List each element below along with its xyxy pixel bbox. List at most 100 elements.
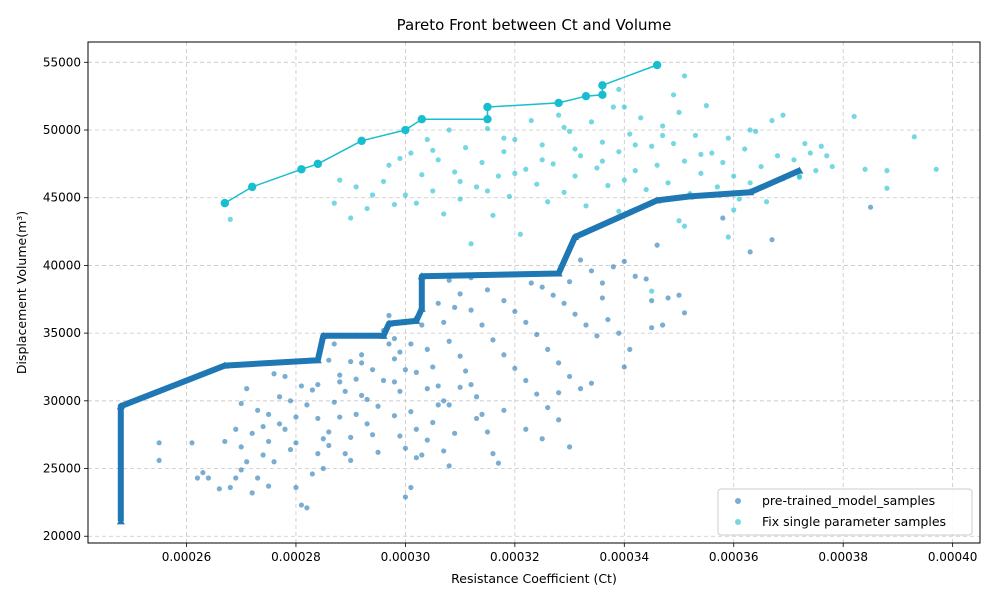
scatter-point-fix-single (698, 151, 704, 157)
pareto-point-pretrained (417, 272, 426, 280)
scatter-point-fix-single (763, 199, 770, 205)
scatter-point-fix-single (386, 162, 392, 168)
scatter-point-fix-single (758, 163, 764, 170)
scatter-point-pretrained (446, 338, 452, 344)
scatter-point-fix-single (736, 196, 742, 202)
pareto-point-pretrained (653, 196, 662, 204)
scatter-point-pretrained (238, 444, 244, 450)
scatter-point-pretrained (556, 417, 562, 423)
y-tick-label: 45000 (43, 191, 81, 205)
pareto-point-pretrained (554, 269, 563, 277)
scatter-point-pretrained (200, 469, 206, 476)
x-tick-label: 0.00028 (271, 550, 321, 564)
scatter-point-fix-single (670, 140, 677, 147)
scatter-point-fix-single (397, 155, 403, 162)
scatter-point-fix-single (643, 186, 649, 193)
scatter-point-fix-single (506, 193, 512, 199)
scatter-point-fix-single (703, 103, 709, 109)
scatter-point-pretrained (556, 360, 562, 366)
y-tick-label: 50000 (43, 123, 81, 137)
scatter-point-pretrained (156, 457, 162, 464)
scatter-point-pretrained (561, 300, 567, 306)
scatter-point-fix-single (796, 174, 803, 181)
scatter-point-pretrained (446, 402, 452, 408)
scatter-point-pretrained (156, 440, 162, 446)
scatter-point-pretrained (566, 444, 573, 450)
scatter-point-pretrained (452, 304, 458, 310)
scatter-point-pretrained (244, 459, 250, 465)
scatter-point-pretrained (457, 384, 463, 390)
scatter-point-pretrained (419, 452, 425, 458)
scatter-point-pretrained (468, 307, 474, 313)
scatter-point-pretrained (441, 398, 447, 404)
scatter-point-fix-single (512, 170, 518, 176)
scatter-point-fix-single (468, 241, 474, 247)
scatter-point-pretrained (424, 386, 430, 392)
scatter-point-pretrained (594, 333, 600, 339)
scatter-point-fix-single (479, 159, 485, 166)
scatter-point-fix-single (605, 182, 611, 189)
scatter-point-pretrained (769, 237, 775, 243)
scatter-point-fix-single (484, 126, 491, 132)
scatter-point-pretrained (342, 451, 348, 457)
pareto-point-pretrained (571, 232, 580, 240)
scatter-point-fix-single (802, 140, 808, 147)
y-tick-label: 20000 (43, 529, 81, 543)
x-tick-label: 0.00040 (928, 550, 978, 564)
scatter-point-fix-single (638, 115, 644, 121)
scatter-point-pretrained (501, 352, 507, 358)
scatter-point-fix-single (599, 139, 606, 145)
scatter-point-fix-single (402, 192, 408, 198)
scatter-point-pretrained (255, 407, 261, 413)
pareto-point-fix-single (313, 159, 323, 169)
scatter-point-pretrained (271, 459, 277, 465)
scatter-point-pretrained (610, 264, 616, 270)
pareto-point-pretrained (319, 331, 328, 339)
pareto-point-pretrained (417, 304, 426, 312)
scatter-point-pretrained (375, 403, 381, 409)
scatter-point-pretrained (621, 258, 627, 264)
scatter-point-fix-single (457, 178, 463, 185)
scatter-point-fix-single (446, 127, 452, 133)
scatter-point-pretrained (566, 373, 573, 380)
scatter-point-fix-single (676, 218, 682, 224)
scatter-point-fix-single (331, 200, 337, 206)
scatter-point-fix-single (588, 119, 595, 125)
scatter-point-pretrained (681, 310, 688, 316)
scatter-point-pretrained (665, 295, 671, 301)
scatter-point-pretrained (331, 399, 337, 405)
scatter-point-pretrained (720, 215, 726, 221)
scatter-point-fix-single (577, 153, 584, 159)
scatter-point-pretrained (260, 452, 266, 458)
scatter-point-fix-single (435, 157, 441, 163)
scatter-point-pretrained (462, 368, 469, 374)
pareto-point-pretrained (746, 188, 755, 196)
scatter-point-fix-single (725, 135, 731, 141)
scatter-point-pretrained (391, 335, 398, 342)
scatter-point-pretrained (249, 490, 255, 496)
scatter-point-pretrained (348, 358, 354, 365)
scatter-point-pretrained (386, 341, 392, 347)
scatter-point-pretrained (867, 204, 874, 210)
scatter-point-pretrained (233, 475, 239, 481)
scatter-point-fix-single (583, 203, 589, 209)
scatter-point-pretrained (304, 505, 310, 511)
scatter-point-fix-single (692, 132, 699, 139)
scatter-point-pretrained (473, 415, 480, 422)
scatter-point-fix-single (413, 200, 419, 206)
scatter-point-fix-single (391, 201, 398, 208)
scatter-point-fix-single (616, 86, 622, 92)
scatter-point-pretrained (424, 437, 430, 443)
pareto-point-pretrained (412, 316, 421, 324)
scatter-point-pretrained (572, 311, 578, 317)
scatter-point-fix-single (369, 192, 376, 198)
scatter-point-pretrained (676, 292, 682, 298)
scatter-point-fix-single (353, 184, 359, 190)
scatter-point-pretrained (479, 411, 485, 417)
scatter-point-fix-single (566, 128, 573, 134)
scatter-point-fix-single (227, 216, 233, 222)
scatter-point-pretrained (348, 434, 354, 440)
scatter-point-pretrained (446, 277, 452, 283)
scatter-point-pretrained (408, 341, 414, 347)
scatter-point-pretrained (468, 381, 474, 388)
